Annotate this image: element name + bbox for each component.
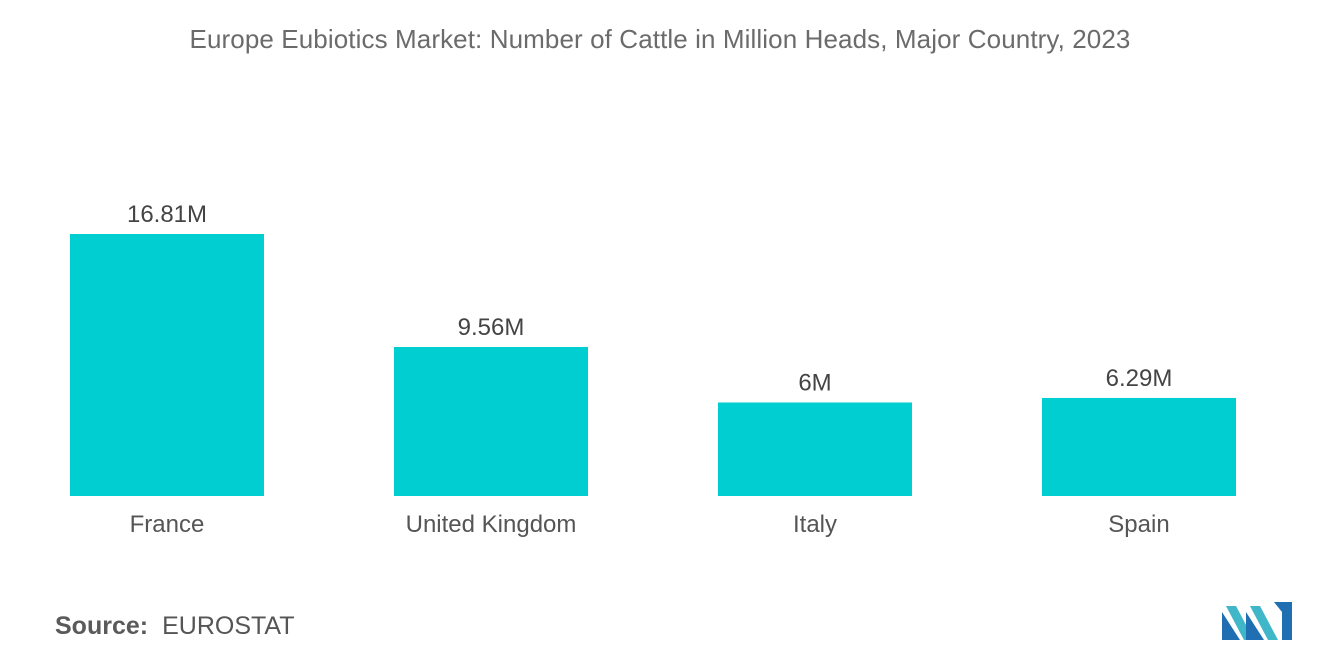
source-note: Source: EUROSTAT [55,612,295,641]
data-label: 6M [798,369,831,396]
bar-italy [718,402,912,496]
category-label: Spain [1108,511,1169,538]
category-label: Italy [793,511,837,538]
data-label: 6.29M [1106,365,1173,392]
category-label: United Kingdom [406,511,577,538]
source-label: Source: [55,612,149,640]
category-label: France [130,511,205,538]
bar-united-kingdom [394,346,588,496]
bar-chart: 16.81M France 9.56M United Kingdom 6M Italy 6.… [70,201,1236,538]
mordor-intelligence-logo-icon [1222,602,1292,640]
bar-spain [1042,397,1236,496]
bar-france [70,234,264,496]
data-label: 16.81M [127,201,207,228]
source-value: EUROSTAT [162,612,295,640]
chart-title: Europe Eubiotics Market: Number of Cattl… [189,24,1131,54]
data-label: 9.56M [458,314,525,341]
